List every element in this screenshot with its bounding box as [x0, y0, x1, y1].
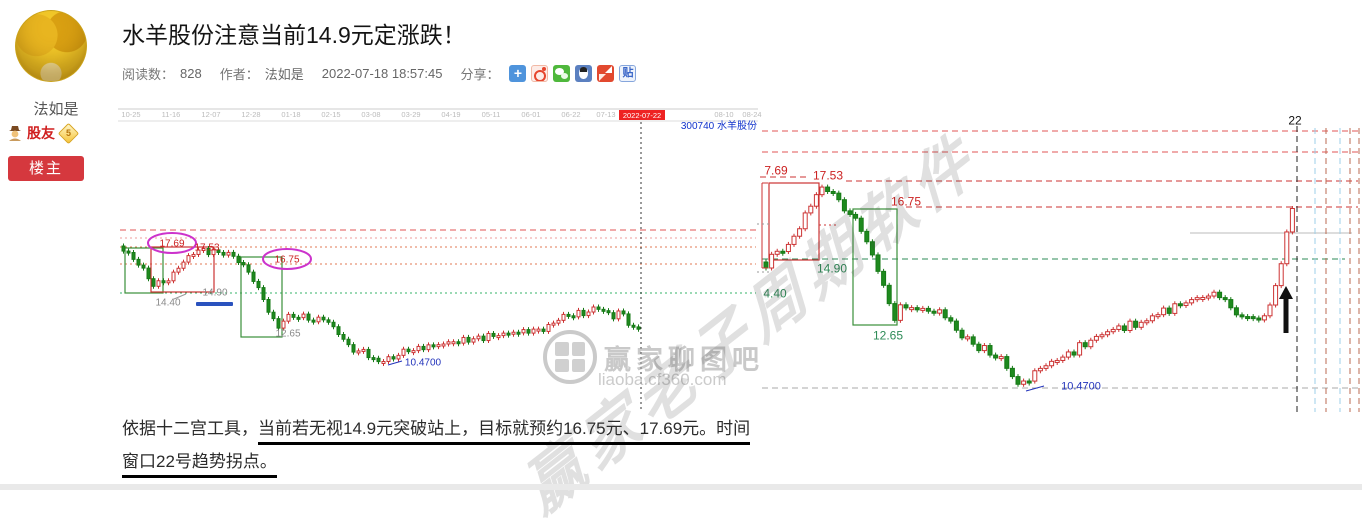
highlighted-date-bg	[619, 110, 665, 120]
date-tick-label: 08-10	[714, 110, 733, 119]
date-tick-label: 05-11	[482, 110, 501, 119]
highlight-ellipse	[147, 232, 197, 254]
watermark-seal-logo	[543, 330, 597, 384]
price-label: 12.65	[873, 329, 903, 343]
price-label: 16.75	[274, 255, 299, 266]
qq-share-icon[interactable]	[575, 65, 593, 82]
gann-box	[124, 247, 164, 294]
price-label: 10.4700	[405, 358, 442, 369]
wechat-share-icon[interactable]	[553, 65, 571, 82]
candlesticks	[763, 184, 1295, 387]
date-tick-label: 07-13	[596, 110, 615, 119]
annotation-line	[1025, 385, 1045, 392]
date-tick-label: 01-18	[281, 110, 300, 119]
price-label: 14.90	[817, 262, 847, 276]
page-title: 水羊股份注意当前14.9元定涨跌！	[122, 22, 466, 48]
date-tick-label: 11-16	[162, 110, 181, 119]
price-label: 17.53	[194, 243, 219, 254]
gann-box	[150, 246, 215, 293]
author-sidebar: 法如是 股友 5 楼主	[0, 0, 112, 484]
watermark-brand-text: 赢家聊图吧	[604, 345, 764, 375]
underlined-text-2: 窗口22号趋势拐点。	[122, 452, 277, 478]
date-tick-label: 02-15	[321, 110, 340, 119]
share-icon-row: + 贴	[509, 65, 641, 82]
qzone-share-icon[interactable]	[597, 65, 615, 82]
date-tick-label: 06-01	[521, 110, 540, 119]
author-avatar[interactable]	[15, 10, 87, 82]
daily-kline-chart: 10-25 11-16 12-07 12-28 01-18 02-15 03-08 03-29…	[118, 108, 762, 410]
annotation-line	[173, 293, 187, 300]
price-label: 14.90	[202, 288, 227, 299]
price-label: 4.40	[763, 287, 787, 301]
gann-box	[240, 256, 283, 338]
date-tick-label: 12-28	[241, 110, 260, 119]
views-label: 阅读数：	[122, 67, 175, 82]
highlight-ellipse	[262, 248, 312, 270]
author-name[interactable]: 法如是	[264, 67, 304, 82]
price-label: 16.75	[891, 195, 921, 209]
annotation-line	[387, 360, 403, 366]
price-label: 17.69	[159, 239, 184, 250]
price-label: 22	[1288, 114, 1302, 128]
date-tick-label: 08-24	[742, 110, 761, 119]
post-datetime: 2022-07-18 18:57:45	[321, 66, 443, 81]
watermark-url-text: liaoba.cf360.com	[598, 370, 727, 389]
analysis-text: 依据十二宫工具，当前若无视14.9元突破站上，目标就预约16.75元、17.69…	[122, 412, 751, 478]
analysis-line-1: 依据十二宫工具，当前若无视14.9元突破站上，目标就预约16.75元、17.69…	[122, 412, 751, 445]
candlesticks	[121, 243, 641, 367]
weibo-share-icon[interactable]	[531, 65, 549, 82]
share-label: 分享：	[460, 67, 500, 82]
gann-box	[768, 182, 820, 261]
analysis-line-2: 窗口22号趋势拐点。	[122, 445, 750, 478]
tieba-share-icon[interactable]: 贴	[619, 65, 637, 82]
member-rank-label: 股友	[27, 125, 55, 141]
zoomed-kline-chart: 7.69 17.53 16.75 14.90 4.40 12.65 10.4700 22	[757, 114, 1360, 412]
price-label: 7.69	[764, 164, 788, 178]
price-label: 12.65	[275, 329, 300, 340]
underlined-text-1: 当前若无视14.9元突破站上，目标就预约16.75元、17.69元。时间	[258, 419, 751, 445]
stock-code-label: 300740 水羊股份	[681, 119, 757, 132]
date-tick-label: 10-25	[121, 110, 140, 119]
price-label: 17.53	[813, 169, 843, 183]
highlighted-date-label: 2022-07-22	[623, 111, 661, 120]
date-tick-label: 04-19	[441, 110, 460, 119]
up-arrow-marker	[1279, 286, 1293, 333]
post-meta-row: 阅读数： 828 作者： 法如是 2022-07-18 18:57:45 分享：…	[122, 64, 641, 83]
views-count: 828	[180, 66, 202, 81]
level-diamond-badge: 5	[57, 122, 80, 144]
date-tick-label: 03-08	[361, 110, 380, 119]
author-username[interactable]: 法如是	[33, 101, 79, 118]
date-tick-label: 06-22	[561, 110, 580, 119]
author-badge-row: 股友 5	[6, 122, 106, 144]
date-tick-label: 12-07	[201, 110, 220, 119]
date-tick-label: 03-29	[401, 110, 420, 119]
price-label: 14.40	[155, 298, 180, 309]
bottom-divider-bar	[0, 484, 1362, 490]
share-add-icon[interactable]: +	[509, 65, 527, 82]
author-label: 作者：	[219, 67, 259, 82]
price-label: 10.4700	[1061, 381, 1101, 393]
blue-support-bar	[196, 302, 233, 306]
thread-starter-button[interactable]: 楼主	[8, 156, 84, 181]
gann-box	[852, 208, 898, 326]
member-icon	[9, 126, 21, 141]
